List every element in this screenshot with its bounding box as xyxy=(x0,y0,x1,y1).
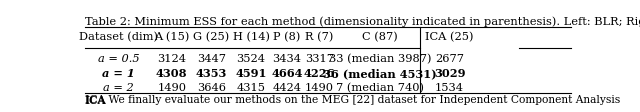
Text: a = 2: a = 2 xyxy=(103,83,134,93)
Text: 3447: 3447 xyxy=(197,54,226,64)
Text: 4664: 4664 xyxy=(271,68,303,79)
Text: 2677: 2677 xyxy=(435,54,464,64)
Text: ICA We finally evaluate our methods on the MEG [22] dataset for Independent Comp: ICA We finally evaluate our methods on t… xyxy=(85,95,620,105)
Text: 3317: 3317 xyxy=(305,54,334,64)
Text: 3124: 3124 xyxy=(157,54,186,64)
Text: 3646: 3646 xyxy=(197,83,226,93)
Text: A (15): A (15) xyxy=(154,32,189,43)
Text: 4424: 4424 xyxy=(273,83,301,93)
Text: H (14): H (14) xyxy=(232,32,269,43)
Text: 4226: 4226 xyxy=(303,68,335,79)
Text: G (25): G (25) xyxy=(193,32,230,43)
Text: R (7): R (7) xyxy=(305,32,333,43)
Text: ICA: ICA xyxy=(85,95,107,106)
Text: P (8): P (8) xyxy=(273,32,301,43)
Text: C (87): C (87) xyxy=(362,32,398,43)
Text: 7 (median 740): 7 (median 740) xyxy=(336,82,424,93)
Text: 4353: 4353 xyxy=(196,68,227,79)
Text: 4591: 4591 xyxy=(236,68,267,79)
Text: 36 (median 4531): 36 (median 4531) xyxy=(323,68,437,79)
Text: 1534: 1534 xyxy=(435,83,464,93)
Text: Table 2: Minimum ESS for each method (dimensionality indicated in parenthesis). : Table 2: Minimum ESS for each method (di… xyxy=(85,16,640,27)
Text: Dataset (dim): Dataset (dim) xyxy=(79,32,158,43)
Text: a = 0.5: a = 0.5 xyxy=(98,54,140,64)
Text: 3524: 3524 xyxy=(237,54,266,64)
Text: 33 (median 3987): 33 (median 3987) xyxy=(329,54,431,64)
Text: 1490: 1490 xyxy=(157,83,186,93)
Text: 4315: 4315 xyxy=(237,83,266,93)
Text: 1490: 1490 xyxy=(305,83,334,93)
Text: 3029: 3029 xyxy=(434,68,465,79)
Text: 3434: 3434 xyxy=(273,54,301,64)
Text: 4308: 4308 xyxy=(156,68,188,79)
Text: a = 1: a = 1 xyxy=(102,68,135,79)
Text: ICA (25): ICA (25) xyxy=(425,32,474,43)
